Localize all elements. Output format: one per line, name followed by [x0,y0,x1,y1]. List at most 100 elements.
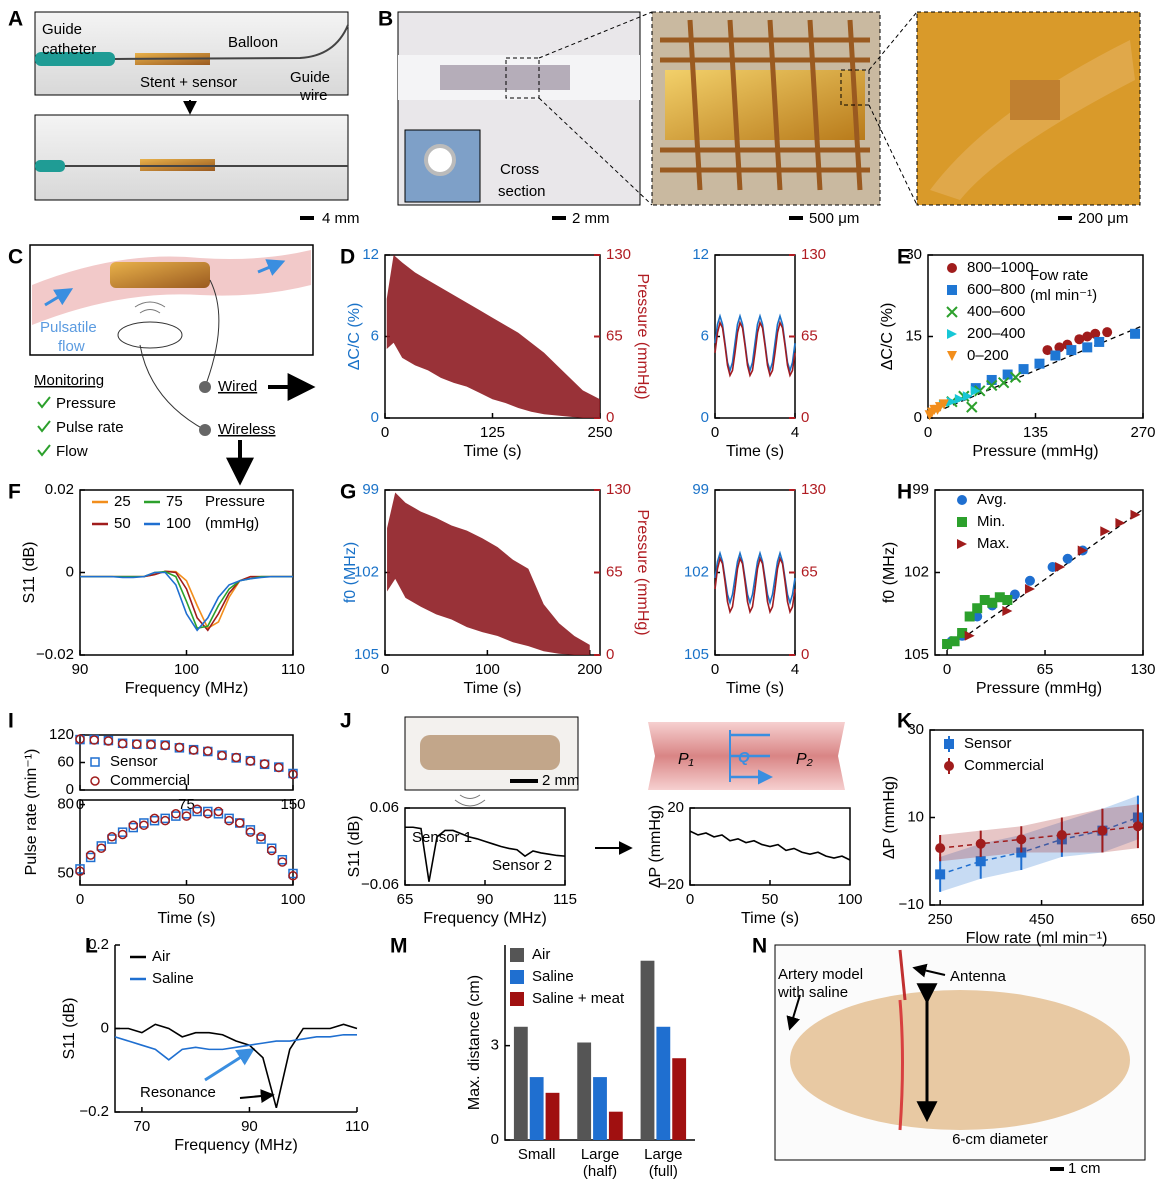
x-axis-label: Time (s) [463,443,521,460]
marker [1002,606,1012,616]
label: Q [738,749,750,766]
y-axis-label: Max. distance (cm) [466,975,483,1110]
marker [151,814,159,822]
x-axis-label: Frequency (MHz) [423,910,547,927]
x-axis-label: Frequency (MHz) [174,1137,298,1154]
y-tick-label: 3 [491,1037,499,1054]
y2-tick-label: 65 [801,563,818,580]
y-tick-label: 12 [362,246,379,263]
scale-bar [789,216,803,220]
annotation: Sensor 2 [492,857,552,874]
marker [965,631,975,641]
y-tick-label: 105 [354,646,379,663]
legend-swatch [510,970,524,984]
y-tick-label: 20 [667,799,684,816]
panel-letter: A [8,8,23,31]
y-tick-label: 0.02 [45,481,74,498]
x-tick-label: Small [502,1146,572,1163]
scale-bar [1058,216,1072,220]
marker [1133,821,1143,831]
y-tick-label: 0 [491,1131,499,1148]
marker [947,351,957,361]
y2-tick-label: 0 [801,409,809,426]
x-tick-label: 450 [1029,911,1054,928]
legend-label: Saline + meat [532,990,625,1007]
y2-tick-label: 130 [801,481,826,498]
stent [420,735,560,770]
y-axis-label: f0 (MHz) [881,542,898,603]
x-axis-label: Flow rate (ml min⁻¹) [966,930,1108,947]
label: 2 mm [542,772,580,789]
legend-label: Saline [532,968,574,985]
y-tick-label: 30 [905,246,922,263]
panel-letter: B [378,8,393,31]
marker [246,828,254,836]
y-tick-label: 0 [101,1019,109,1036]
label: Guide [290,69,330,86]
bar [577,1043,591,1141]
y-axis-label: ΔC/C (%) [346,303,363,371]
y-tick-label: 12 [692,246,709,263]
label: Pulse rate [56,419,124,436]
bar [593,1077,607,1140]
marker [1066,345,1076,355]
y-tick-label: 30 [907,721,924,738]
marker [1100,526,1110,536]
label: Pulsatile [40,319,97,336]
legend-label: 25 [114,493,131,510]
band [387,493,590,655]
label: Monitoring [34,372,104,389]
bar [609,1112,623,1140]
marker [278,858,286,866]
legend-title: Fow rate [1030,267,1088,284]
marker [944,761,954,771]
marker [1063,554,1073,564]
legend-label: Avg. [977,491,1007,508]
marker [947,307,957,317]
x-tick-label: 90 [477,891,494,908]
marker [133,740,141,748]
label: Wired [218,378,257,395]
marker [1082,342,1092,352]
label: catheter [42,41,96,58]
line [690,831,850,860]
x-tick-label: 0 [943,661,951,678]
y-tick-label: 105 [904,646,929,663]
panel-letter: H [897,481,912,504]
legend-title: (ml min⁻¹) [1030,287,1097,304]
y-tick-label: 102 [684,563,709,580]
marker [935,869,945,879]
marker [957,517,967,527]
label: Guide [42,21,82,38]
legend-label: Commercial [110,772,190,789]
figure-canvas: ABCDEFGHIJKLMNGuidecatheterBalloonStent … [0,0,1163,1181]
y-tick-label: −0.02 [36,646,74,663]
y-axis-label: S11 (dB) [21,542,38,604]
line [715,323,795,376]
y-axis-label: Pulse rate (min⁻¹) [23,749,40,876]
bar [641,961,655,1140]
y-tick-label: 0 [371,409,379,426]
label: 6-cm diameter [952,1131,1048,1148]
legend-label: Air [532,946,550,963]
marker [1002,595,1012,605]
marker [1016,834,1026,844]
marker [129,821,137,829]
label: P₁ [678,751,694,768]
y-tick-label: 60 [57,753,74,770]
marker [1102,327,1112,337]
label: 4 mm [322,210,360,227]
x-axis-label: Time (s) [463,680,521,697]
marker [1050,351,1060,361]
scale-bar [552,216,566,220]
node [199,424,211,436]
node [199,381,211,393]
x-tick-label: 0 [76,891,84,908]
label: 1 cm [1068,1160,1101,1177]
legend-label: 600–800 [967,281,1025,298]
x-axis-label: Time (s) [741,910,799,927]
line [715,559,795,612]
marker [97,844,105,852]
marker [947,329,957,339]
legend-label: Sensor [964,735,1012,752]
